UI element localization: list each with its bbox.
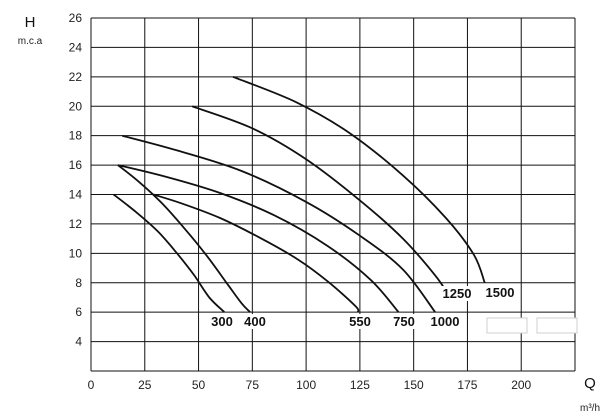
curve-label-bg xyxy=(390,314,418,329)
curve-1250 xyxy=(191,105,451,299)
x-tick-label: 150 xyxy=(404,378,424,392)
x-tick-label: 25 xyxy=(138,378,152,392)
y-tick-label: 24 xyxy=(69,40,83,54)
curve-label-300: 300 xyxy=(211,314,233,329)
y-axis-unit: m.c.a xyxy=(18,36,43,47)
curve-label-550: 550 xyxy=(349,314,371,329)
x-tick-label: 100 xyxy=(296,378,316,392)
x-tick-label: 125 xyxy=(350,378,370,392)
curve-1000 xyxy=(121,134,436,313)
curve-label-bg xyxy=(439,286,475,301)
curve-label-1500: 1500 xyxy=(486,285,515,300)
y-tick-label: 8 xyxy=(75,276,82,290)
empty-label-box xyxy=(486,317,528,334)
y-tick-label: 14 xyxy=(69,188,83,202)
curve-label-bg xyxy=(241,314,269,329)
x-axis-symbol: Q xyxy=(584,375,596,392)
curve-labels: 300 400 550 750 1000 1250 1500 xyxy=(208,285,578,334)
curve-label-1250: 1250 xyxy=(443,286,472,301)
tick-labels: 0 25 50 75 100 125 150 175 200 4 6 8 10 12 14 16 18 20 22 2… xyxy=(69,11,532,392)
performance-curves xyxy=(113,75,486,313)
grid xyxy=(90,17,576,372)
curve-300 xyxy=(113,193,226,313)
curve-label-bg xyxy=(482,285,518,300)
y-tick-label: 4 xyxy=(75,335,82,349)
curve-550 xyxy=(153,193,360,313)
x-axis-unit: m³/h xyxy=(580,403,600,414)
curve-label-bg xyxy=(346,314,374,329)
y-tick-label: 22 xyxy=(69,70,83,84)
y-tick-label: 12 xyxy=(69,217,83,231)
curve-label-bg xyxy=(427,314,463,329)
x-tick-label: 0 xyxy=(88,378,95,392)
curve-label-bg xyxy=(208,314,236,329)
curve-label-400: 400 xyxy=(244,314,266,329)
y-tick-label: 16 xyxy=(69,158,83,172)
x-tick-label: 175 xyxy=(457,378,477,392)
y-tick-label: 10 xyxy=(69,246,83,260)
y-tick-label: 18 xyxy=(69,129,83,143)
curve-400 xyxy=(117,164,251,313)
x-tick-label: 200 xyxy=(511,378,531,392)
x-tick-label: 75 xyxy=(246,378,260,392)
empty-label-box xyxy=(536,317,578,334)
curve-750 xyxy=(117,164,400,313)
x-tick-label: 50 xyxy=(192,378,206,392)
y-axis-symbol: H xyxy=(25,14,36,31)
y-tick-label: 20 xyxy=(69,99,83,113)
y-tick-label: 26 xyxy=(69,11,83,25)
curve-1500 xyxy=(232,75,486,284)
curve-label-750: 750 xyxy=(393,314,415,329)
y-tick-label: 6 xyxy=(75,305,82,319)
curve-label-1000: 1000 xyxy=(431,314,460,329)
